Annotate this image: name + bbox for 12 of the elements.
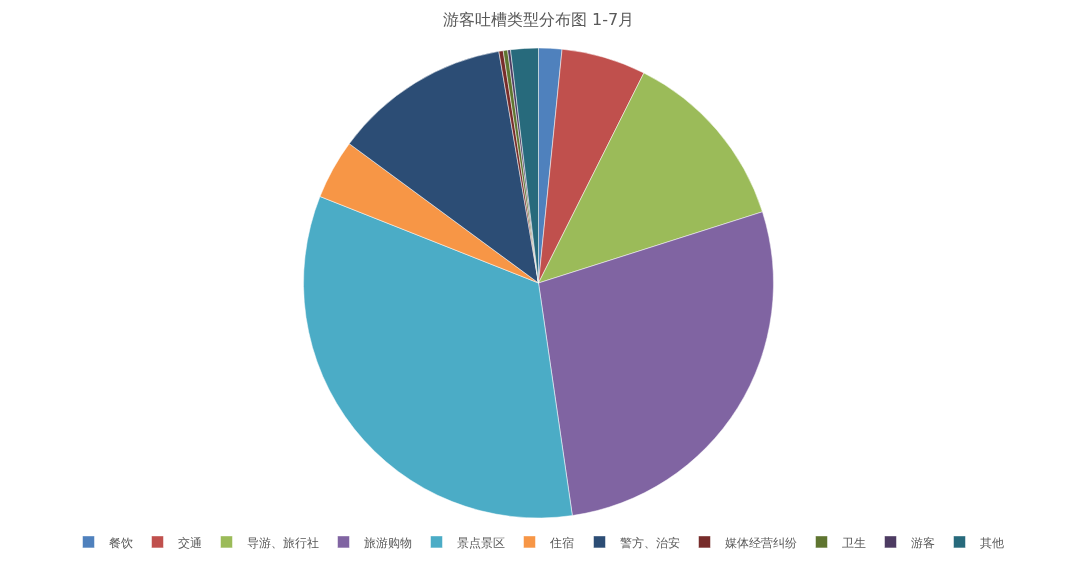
legend-label: 其他: [979, 535, 1004, 550]
legend-label: 旅游购物: [363, 535, 412, 550]
legend-label: 住宿: [548, 535, 574, 550]
chart-title: 游客吐槽类型分布图 1-7月: [442, 10, 635, 30]
legend-label: 游客: [910, 535, 935, 550]
legend-label: 景点景区: [456, 535, 505, 550]
legend-label: 媒体经营纠纷: [724, 535, 797, 550]
legend-label: 导游、旅行社: [246, 535, 319, 550]
legend-label: 餐饮: [108, 535, 133, 550]
legend-label: 交通: [177, 535, 202, 550]
legend-label: 警方、治安: [619, 535, 680, 550]
legend-label: 卫生: [841, 535, 866, 550]
